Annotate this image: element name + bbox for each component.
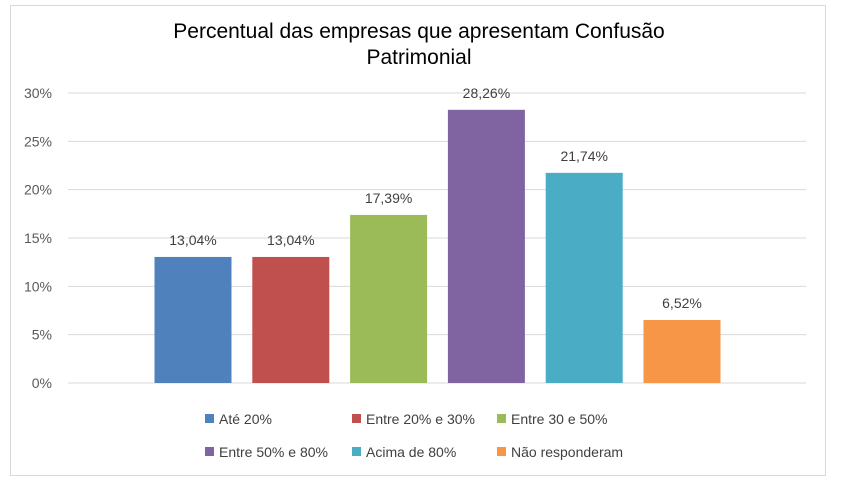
- y-tick-label: 30%: [24, 85, 52, 101]
- legend-label: Entre 50% e 80%: [219, 444, 328, 460]
- legend-swatch: [352, 414, 361, 423]
- bars: [154, 109, 721, 383]
- legend-swatch: [352, 447, 361, 456]
- data-label: 21,74%: [560, 148, 607, 164]
- chart-title-line-2: Patrimonial: [366, 46, 471, 69]
- chart-title-line-1: Percentual das empresas que apresentam C…: [173, 20, 664, 43]
- legend-label: Até 20%: [219, 411, 272, 427]
- y-tick-label: 15%: [24, 230, 52, 246]
- y-tick-label: 5%: [32, 327, 52, 343]
- data-label: 13,04%: [169, 232, 216, 248]
- data-label: 17,39%: [365, 190, 412, 206]
- bar: [350, 214, 428, 383]
- legend: Até 20% Entre 20% e 30% Entre 30 e 50% Entr…: [205, 411, 623, 460]
- bar: [447, 109, 525, 383]
- bar: [154, 256, 232, 383]
- y-tick-label: 25%: [24, 133, 52, 149]
- legend-swatch: [205, 447, 214, 456]
- legend-label: Acima de 80%: [366, 444, 456, 460]
- y-tick-label: 0%: [32, 375, 52, 391]
- y-tick-label: 20%: [24, 182, 52, 198]
- y-tick-label: 10%: [24, 278, 52, 294]
- y-axis-ticks: 0% 5% 10% 15% 20% 25% 30%: [24, 85, 52, 391]
- legend-label: Entre 20% e 30%: [366, 411, 475, 427]
- bar: [545, 172, 623, 383]
- legend-label: Não responderam: [511, 444, 623, 460]
- legend-swatch: [497, 447, 506, 456]
- legend-swatch: [205, 414, 214, 423]
- data-labels: 13,04% 13,04% 17,39% 28,26% 21,74% 6,52%: [169, 85, 702, 311]
- data-label: 6,52%: [662, 295, 702, 311]
- legend-swatch: [497, 414, 506, 423]
- bar: [252, 256, 330, 383]
- data-label: 28,26%: [463, 85, 510, 101]
- data-label: 13,04%: [267, 232, 314, 248]
- bar: [643, 319, 721, 383]
- legend-label: Entre 30 e 50%: [511, 411, 608, 427]
